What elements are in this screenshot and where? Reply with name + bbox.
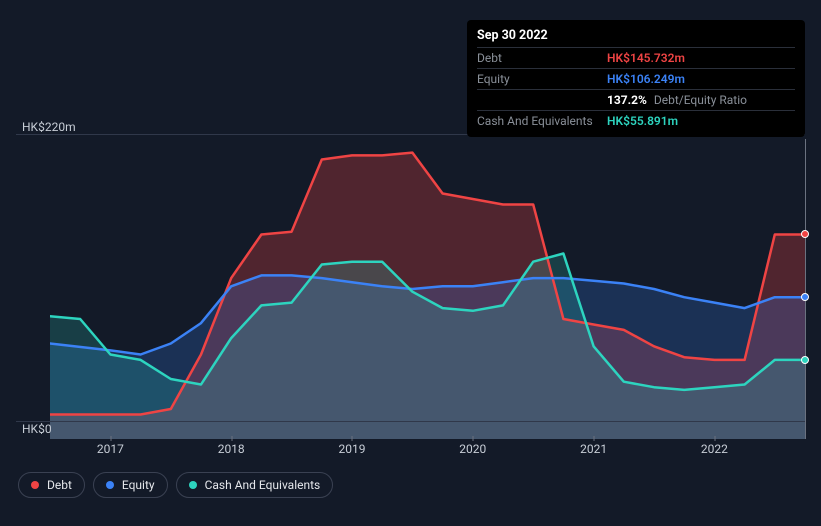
- chart-cursor-line: [805, 139, 806, 439]
- tooltip-row-value: HK$145.732m: [607, 51, 685, 65]
- tooltip-row-label: Cash And Equivalents: [477, 114, 607, 128]
- tooltip-row-value: HK$55.891m: [607, 114, 678, 128]
- x-axis-tick: 2018: [218, 442, 245, 456]
- tooltip-row-label: Debt: [477, 51, 607, 65]
- chart-container: HK$220m HK$0 201720182019202020212022 De…: [16, 120, 805, 498]
- y-axis-bottom-label: HK$0: [16, 421, 805, 436]
- legend-label: Cash And Equivalents: [205, 478, 321, 492]
- x-axis-tick: 2019: [339, 442, 366, 456]
- chart-svg: [50, 139, 805, 439]
- tooltip-row: DebtHK$145.732m: [477, 47, 795, 68]
- series-end-marker: [801, 293, 809, 301]
- x-axis: 2017 2018 2019 2020 2021 2022: [50, 438, 805, 458]
- tooltip-row-label: [477, 93, 607, 107]
- tooltip-row-ratio: 137.2% Debt/Equity Ratio: [607, 93, 747, 107]
- tooltip-row-label: Equity: [477, 72, 607, 86]
- tooltip-row: EquityHK$106.249m: [477, 68, 795, 89]
- tooltip-date: Sep 30 2022: [477, 26, 795, 47]
- legend-swatch: [106, 481, 114, 489]
- legend-swatch: [189, 481, 197, 489]
- legend-item[interactable]: Equity: [93, 472, 168, 498]
- tooltip-row: 137.2% Debt/Equity Ratio: [477, 89, 795, 110]
- tooltip-row: Cash And EquivalentsHK$55.891m: [477, 110, 795, 131]
- x-axis-tick: 2022: [701, 442, 728, 456]
- x-axis-tick: 2020: [459, 442, 486, 456]
- x-axis-tick: 2017: [97, 442, 124, 456]
- legend-item[interactable]: Debt: [18, 472, 85, 498]
- legend-item[interactable]: Cash And Equivalents: [176, 472, 334, 498]
- legend-label: Equity: [122, 478, 155, 492]
- x-axis-tick: 2021: [580, 442, 607, 456]
- legend-swatch: [31, 481, 39, 489]
- legend-label: Debt: [47, 478, 72, 492]
- series-end-marker: [801, 356, 809, 364]
- chart-legend: Debt Equity Cash And Equivalents: [18, 472, 805, 498]
- chart-plot-area[interactable]: [16, 139, 805, 439]
- chart-tooltip: Sep 30 2022 DebtHK$145.732mEquityHK$106.…: [467, 20, 805, 137]
- series-end-marker: [801, 230, 809, 238]
- tooltip-row-value: HK$106.249m: [607, 72, 685, 86]
